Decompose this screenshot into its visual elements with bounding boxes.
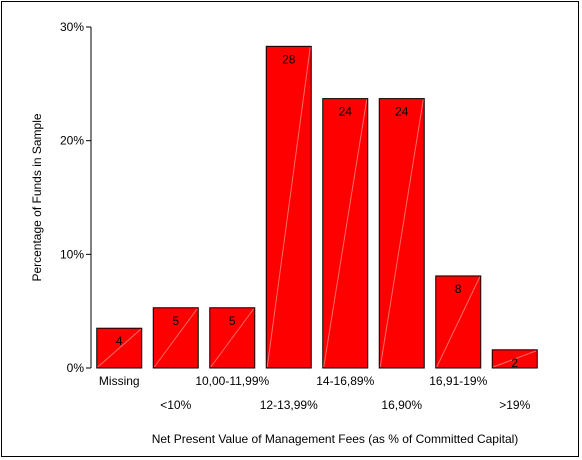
x-axis-title: Net Present Value of Management Fees (as… (152, 432, 519, 446)
y-tick-label: 20% (60, 134, 84, 148)
x-category-label: 10,00-11,99% (195, 374, 269, 388)
bar-highlight (266, 47, 311, 368)
bar-highlight (97, 328, 142, 368)
bar-highlight (210, 308, 255, 368)
bar-highlight (493, 350, 537, 368)
y-tick-label: 0% (67, 361, 85, 375)
x-category-label: >19% (499, 398, 530, 412)
x-category-label: 16,91-19% (429, 374, 487, 388)
y-tick-label: 30% (60, 20, 84, 34)
bar-data-label: 24 (395, 105, 409, 119)
bar-data-label: 5 (172, 314, 179, 328)
bar-highlight (436, 276, 481, 368)
x-category-label: 12-13,99% (260, 398, 318, 412)
bar-data-label: 24 (339, 105, 353, 119)
y-axis-title: Percentage of Funds in Sample (30, 113, 44, 281)
x-category-label: 14-16,89% (316, 374, 374, 388)
bar-data-label: 28 (282, 52, 296, 66)
bar-highlight (323, 99, 368, 368)
bar-data-label: 4 (116, 334, 123, 348)
bar-highlight (379, 99, 424, 368)
bar-data-label: 8 (455, 282, 462, 296)
bar-data-label: 2 (511, 356, 518, 370)
bar-data-label: 5 (229, 314, 236, 328)
bar-highlight (153, 308, 198, 368)
x-category-label: 16,90% (381, 398, 422, 412)
x-category-label: <10% (160, 398, 191, 412)
y-tick-label: 10% (60, 247, 84, 261)
x-category-label: Missing (99, 374, 140, 388)
